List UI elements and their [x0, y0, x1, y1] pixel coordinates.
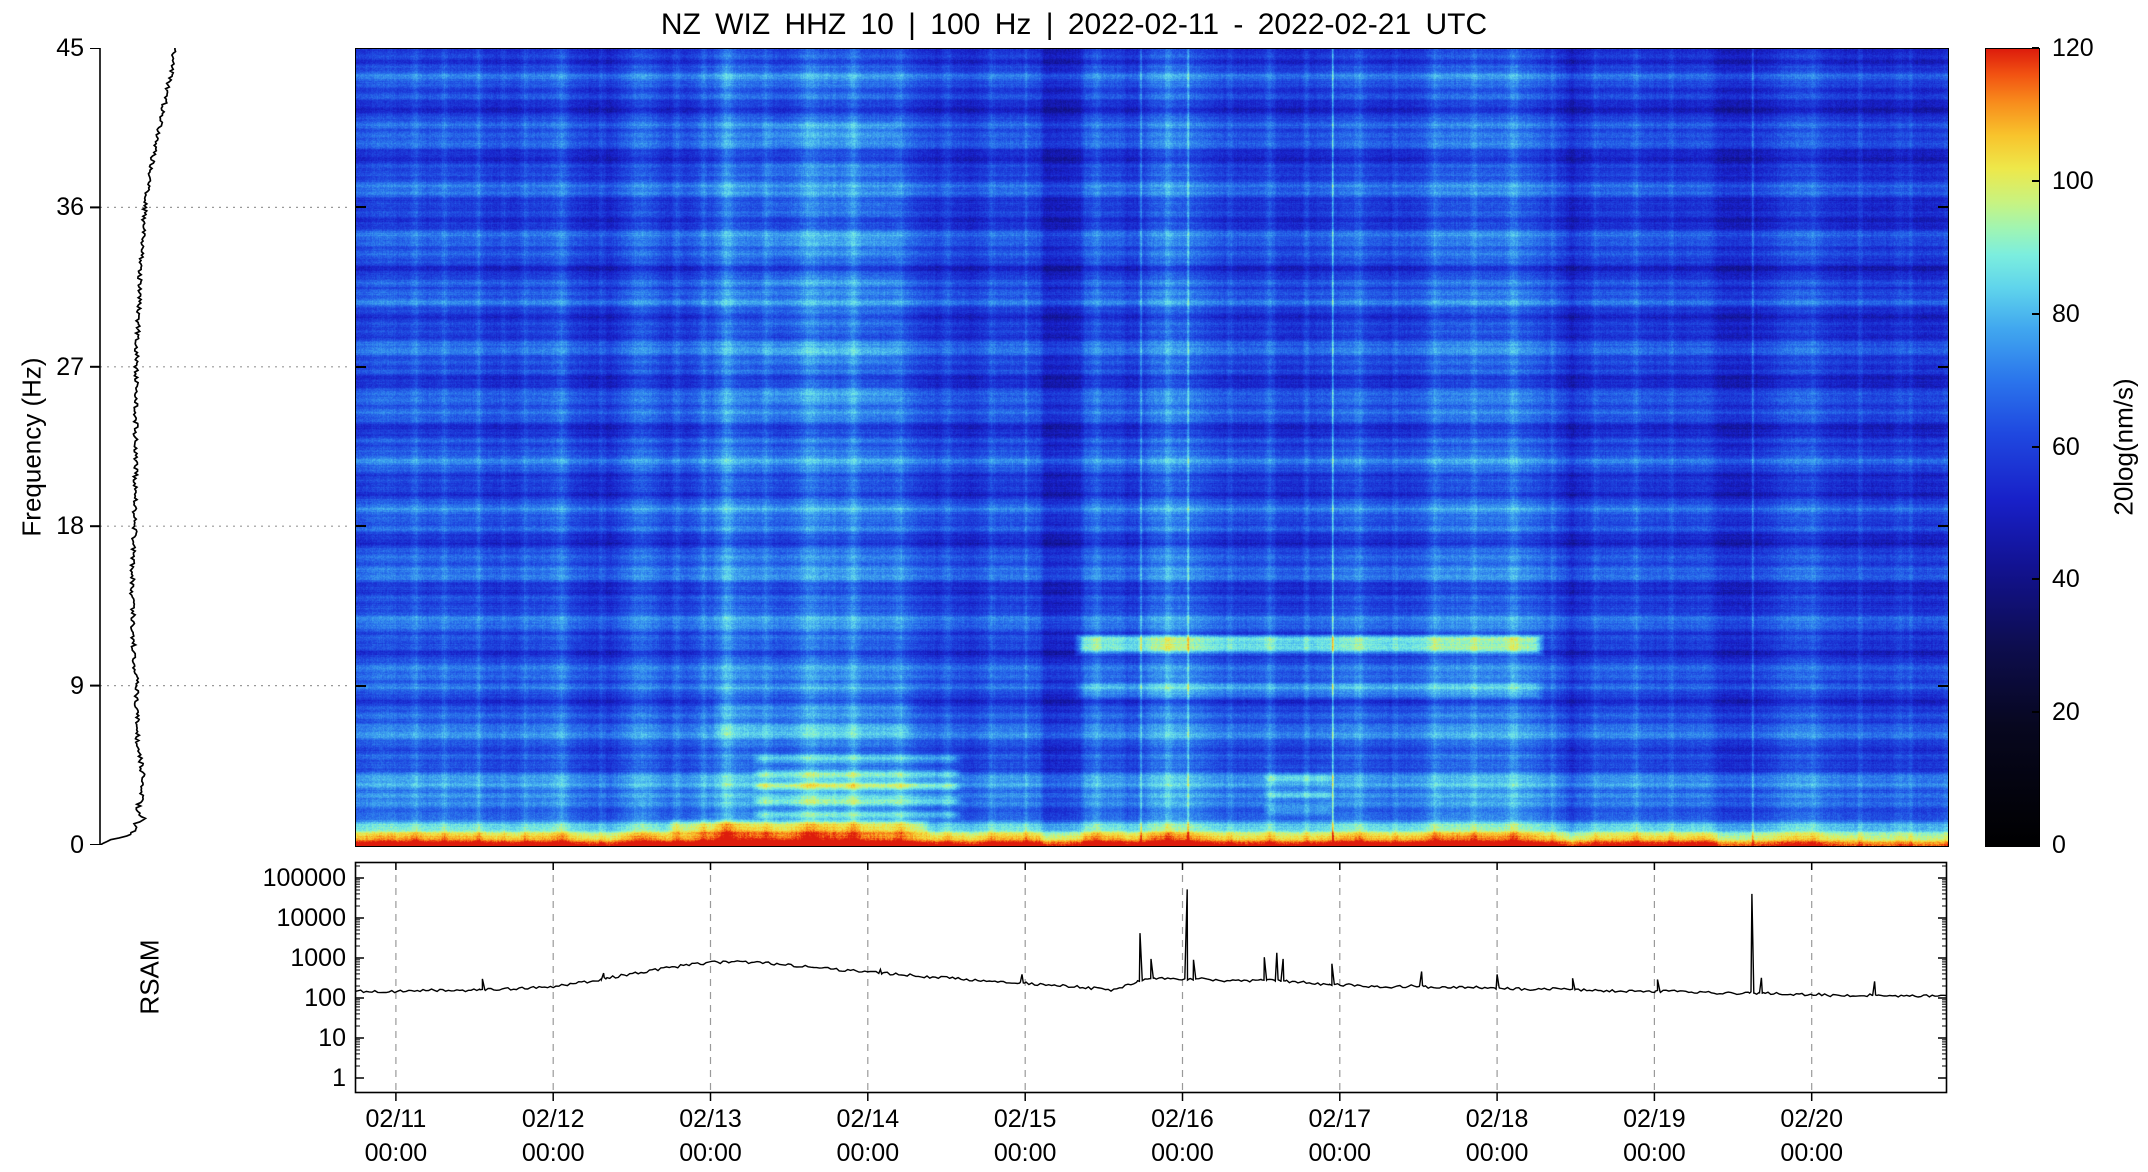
rsam-tick-label: 100000 — [262, 864, 346, 892]
frequency-axis-label: Frequency (Hz) — [16, 357, 47, 537]
time-axis-label: 02/12 00:00 — [483, 1104, 623, 1168]
time-axis-time: 00:00 — [1623, 1139, 1686, 1167]
time-axis-label: 02/20 00:00 — [1742, 1104, 1882, 1168]
colorbar-tick — [2032, 445, 2039, 448]
frequency-tick-label: 45 — [56, 34, 84, 62]
time-axis-time: 00:00 — [1780, 1139, 1843, 1167]
colorbar-tick-label: 60 — [2052, 432, 2080, 461]
rsam-axis-label: RSAM — [134, 939, 165, 1015]
spectrogram-frequency-tick — [356, 365, 366, 368]
colorbar-tick — [2032, 312, 2039, 315]
spectrogram-frequency-tick — [356, 525, 366, 528]
frequency-tick-label: 9 — [70, 671, 84, 700]
colorbar-tick-label: 80 — [2052, 299, 2080, 328]
time-axis-time: 00:00 — [1465, 1139, 1529, 1167]
time-axis-time: 00:00 — [679, 1139, 742, 1167]
time-axis-label: 02/13 00:00 — [641, 1104, 781, 1168]
colorbar-tick — [2032, 844, 2039, 846]
time-axis-date: 02/20 — [1780, 1105, 1843, 1133]
time-axis-date: 02/16 — [1151, 1105, 1214, 1133]
spectrogram-frequency-tick — [356, 684, 366, 687]
frequency-tick-label: 0 — [70, 831, 84, 859]
colorbar-tick-label: 40 — [2052, 565, 2080, 594]
plot-title: NZ WIZ HHZ 10 | 100 Hz | 2022-02-11 - 20… — [660, 8, 1488, 41]
spectrum-profile-panel — [90, 48, 350, 845]
time-axis-label: 02/15 00:00 — [955, 1104, 1095, 1168]
spectrogram-frequency-tick — [1938, 684, 1948, 687]
time-axis-time: 00:00 — [521, 1139, 585, 1167]
spectrogram-canvas — [355, 48, 1949, 847]
time-axis-time: 00:00 — [836, 1139, 900, 1167]
spectrogram-frequency-tick — [1938, 525, 1948, 528]
colorbar — [1985, 48, 2040, 847]
time-axis-time: 00:00 — [364, 1139, 428, 1167]
time-axis-label: 02/19 00:00 — [1584, 1104, 1724, 1168]
time-axis-label: 02/18 00:00 — [1427, 1104, 1567, 1168]
frequency-tick-label: 36 — [56, 193, 84, 222]
colorbar-tick-label: 120 — [2052, 34, 2094, 62]
time-axis-date: 02/15 — [993, 1105, 1057, 1133]
time-axis-time: 00:00 — [993, 1139, 1057, 1167]
time-axis-date: 02/17 — [1308, 1105, 1372, 1133]
spectrogram-frequency-tick — [1938, 365, 1948, 368]
time-axis-date: 02/12 — [521, 1105, 585, 1133]
colorbar-tick — [2032, 711, 2039, 714]
time-axis-date: 02/19 — [1623, 1105, 1686, 1133]
time-axis-time: 00:00 — [1151, 1139, 1214, 1167]
time-axis-label: 02/14 00:00 — [798, 1104, 938, 1168]
colorbar-axis-label: 20log(nm/s) — [2108, 378, 2139, 516]
time-axis-date: 02/13 — [679, 1105, 742, 1133]
time-axis-time: 00:00 — [1308, 1139, 1372, 1167]
colorbar-tick-label: 100 — [2052, 166, 2094, 195]
frequency-tick-label: 18 — [56, 512, 84, 541]
colorbar-tick — [2032, 47, 2039, 49]
time-axis-date: 02/11 — [365, 1105, 427, 1133]
rsam-tick-label: 1000 — [290, 944, 346, 972]
rsam-tick-label: 10000 — [276, 904, 346, 932]
rsam-tick-label: 1 — [332, 1064, 346, 1092]
rsam-tick-label: 100 — [304, 984, 346, 1012]
spectrogram-frequency-tick — [356, 206, 366, 209]
spectrogram-frequency-tick — [1938, 206, 1948, 209]
time-axis-date: 02/18 — [1465, 1105, 1529, 1133]
time-axis-label: 02/16 00:00 — [1112, 1104, 1252, 1168]
time-axis-date: 02/14 — [836, 1105, 900, 1133]
colorbar-tick-label: 20 — [2052, 698, 2080, 727]
colorbar-tick — [2032, 179, 2039, 182]
frequency-tick-label: 27 — [56, 352, 84, 381]
colorbar-tick — [2032, 578, 2039, 581]
rsam-panel — [354, 861, 1948, 1101]
rsam-tick-label: 10 — [318, 1024, 346, 1052]
colorbar-tick-label: 0 — [2052, 831, 2066, 859]
time-axis-label: 02/11 00:00 — [326, 1104, 466, 1168]
time-axis-label: 02/17 00:00 — [1270, 1104, 1410, 1168]
